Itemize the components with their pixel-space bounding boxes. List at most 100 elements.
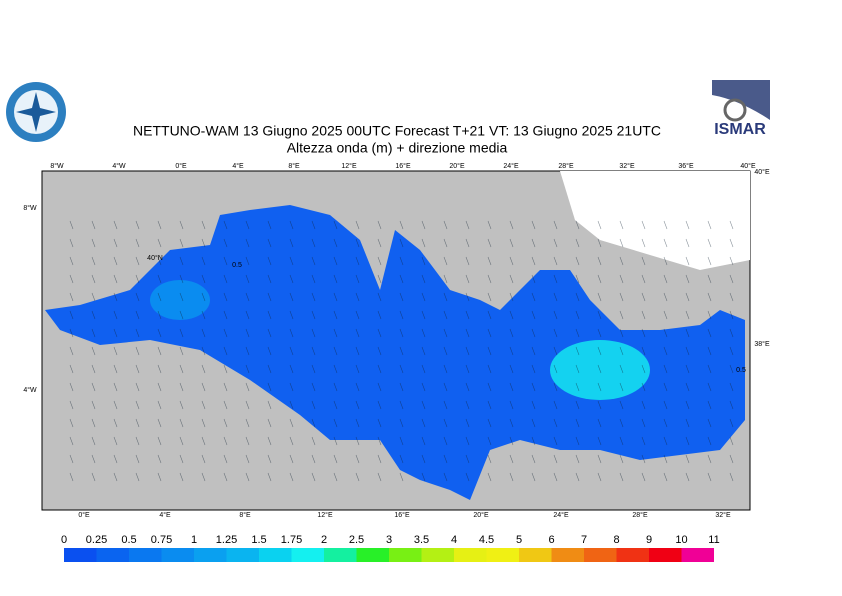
wave-arrow xyxy=(487,400,492,410)
wave-arrow xyxy=(575,400,580,410)
wave-arrow xyxy=(443,418,448,428)
wave-arrow xyxy=(377,310,382,320)
wave-arrow xyxy=(619,436,624,446)
wave-arrow xyxy=(641,454,646,464)
wave-arrow xyxy=(157,400,162,410)
wave-arrow xyxy=(729,400,734,410)
colorbar-label: 0 xyxy=(61,534,67,546)
wave-arrow xyxy=(69,454,74,464)
wave-arrow xyxy=(289,328,294,338)
wave-arrow xyxy=(179,328,184,338)
wave-arrow xyxy=(333,382,338,392)
wave-arrow xyxy=(421,310,426,320)
wave-arrow xyxy=(289,400,294,410)
wave-arrow xyxy=(443,256,448,266)
wave-arrow xyxy=(201,256,206,266)
wave-arrow xyxy=(377,328,382,338)
color-swatch xyxy=(454,548,487,562)
wave-arrow xyxy=(531,310,536,320)
wave-arrow xyxy=(575,418,580,428)
wave-arrow xyxy=(113,238,118,248)
wave-arrow xyxy=(355,220,360,230)
color-swatch xyxy=(584,548,617,562)
wave-arrow xyxy=(91,400,96,410)
lon-label: 12°E xyxy=(317,511,333,519)
wave-arrow xyxy=(399,436,404,446)
wave-arrow xyxy=(663,454,668,464)
lon-label: 12°E xyxy=(341,162,357,170)
wave-arrow xyxy=(465,238,470,248)
wave-arrow xyxy=(289,418,294,428)
wave-arrow xyxy=(399,220,404,230)
wave-arrow xyxy=(201,274,206,284)
wave-arrow xyxy=(685,418,690,428)
wave-arrow xyxy=(597,382,602,392)
wave-arrow xyxy=(597,436,602,446)
wave-arrow xyxy=(135,436,140,446)
wave-arrow xyxy=(685,274,690,284)
wave-arrow xyxy=(69,400,74,410)
lon-label: 0°E xyxy=(78,511,90,519)
wave-arrow xyxy=(597,256,602,266)
wave-arrow xyxy=(69,418,74,428)
wave-arrow xyxy=(399,364,404,374)
wave-arrow xyxy=(641,256,646,266)
wave-arrow xyxy=(487,382,492,392)
wave-arrow xyxy=(443,436,448,446)
wave-arrow xyxy=(465,472,470,482)
wave-arrow xyxy=(157,346,162,356)
wave-arrow xyxy=(663,400,668,410)
wave-arrow xyxy=(157,220,162,230)
wave-arrow xyxy=(509,454,514,464)
wave-arrow xyxy=(157,418,162,428)
wave-arrow xyxy=(509,346,514,356)
colorbar-label: 2.5 xyxy=(349,534,364,546)
wave-arrow xyxy=(509,400,514,410)
wave-arrow xyxy=(487,310,492,320)
wave-arrow xyxy=(509,292,514,302)
wave-arrow xyxy=(707,238,712,248)
wave-arrow xyxy=(443,472,448,482)
wave-arrow xyxy=(245,238,250,248)
wave-arrow xyxy=(619,400,624,410)
wave-arrow xyxy=(465,274,470,284)
wave-arrow xyxy=(443,454,448,464)
wave-arrow xyxy=(443,292,448,302)
color-swatch xyxy=(681,548,714,562)
wave-arrow xyxy=(641,364,646,374)
subtitle: Altezza onda (m) + direzione media xyxy=(287,140,508,156)
wave-arrow xyxy=(421,400,426,410)
wave-arrow xyxy=(113,328,118,338)
wave-arrow xyxy=(179,400,184,410)
wave-arrow xyxy=(157,310,162,320)
color-swatch xyxy=(96,548,129,562)
wave-arrow xyxy=(509,364,514,374)
colorbar-label: 2 xyxy=(321,534,327,546)
wave-arrow xyxy=(509,274,514,284)
wave-arrow xyxy=(245,436,250,446)
wave-arrow xyxy=(509,238,514,248)
wave-arrow xyxy=(311,220,316,230)
wave-arrow xyxy=(135,238,140,248)
lon-label: 32°E xyxy=(619,162,635,170)
wave-arrow xyxy=(69,256,74,266)
wave-arrow xyxy=(289,310,294,320)
wave-arrow xyxy=(223,418,228,428)
wave-arrow xyxy=(619,328,624,338)
wave-arrow xyxy=(113,472,118,482)
wave-arrow xyxy=(531,274,536,284)
color-swatch xyxy=(486,548,519,562)
wave-arrow xyxy=(311,346,316,356)
wave-arrow xyxy=(465,400,470,410)
wave-arrow xyxy=(421,382,426,392)
map xyxy=(41,170,751,511)
wave-arrow xyxy=(201,454,206,464)
wave-arrow xyxy=(663,436,668,446)
wave-arrow xyxy=(69,238,74,248)
wave-arrow xyxy=(553,238,558,248)
wave-arrow xyxy=(267,310,272,320)
wave-arrow xyxy=(113,274,118,284)
wave-arrow xyxy=(641,292,646,302)
wave-arrow xyxy=(91,328,96,338)
